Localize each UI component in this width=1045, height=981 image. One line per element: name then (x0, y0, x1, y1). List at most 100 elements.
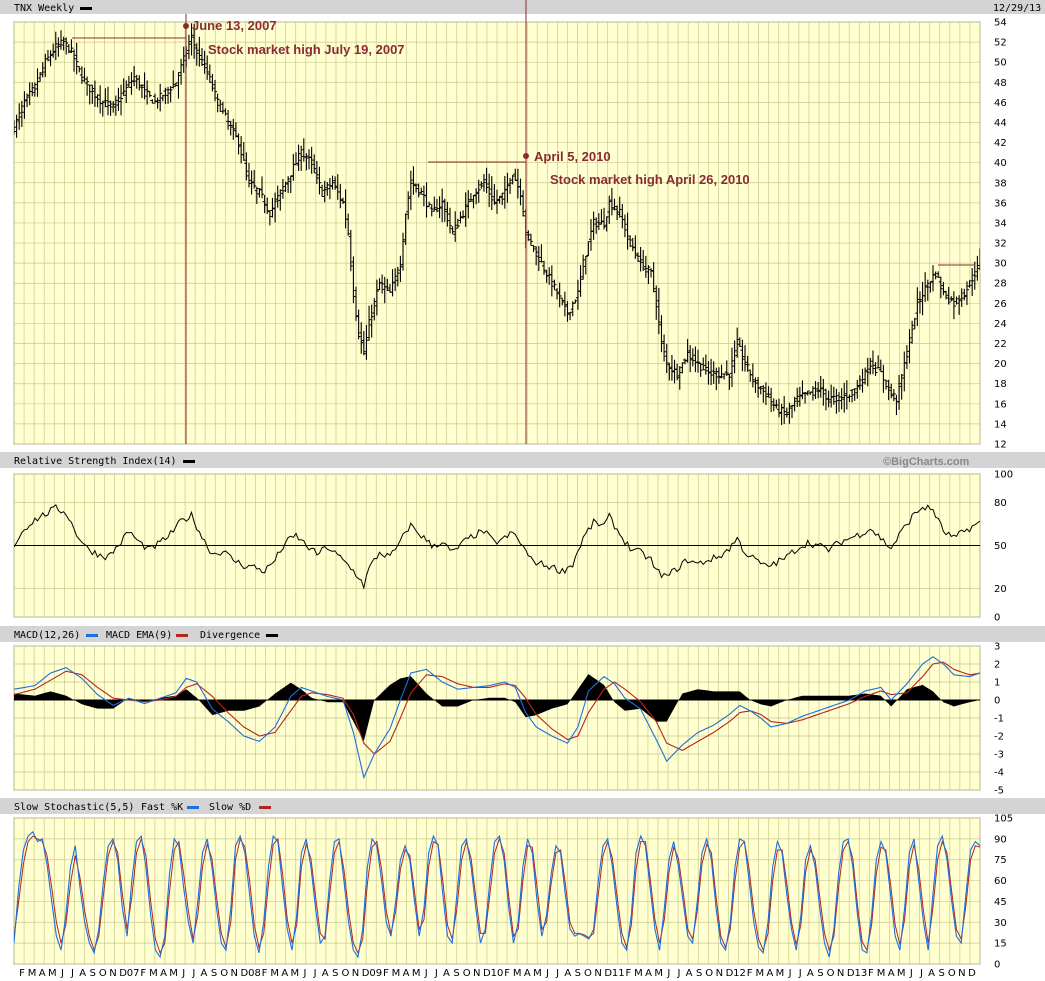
price-bar (312, 154, 317, 174)
price-bar (416, 183, 421, 198)
price-bar (701, 357, 706, 371)
price-bar (630, 237, 635, 252)
x-tick-label: A (160, 968, 167, 979)
price-bar (915, 287, 920, 327)
y-tick-label: 44 (994, 118, 1007, 129)
price-bar (562, 291, 567, 317)
price-bar (236, 133, 241, 155)
price-bar (829, 384, 834, 408)
price-bar (14, 120, 16, 135)
price-bar (489, 176, 494, 210)
price-bar (126, 75, 131, 88)
y-tick-label: 90 (994, 834, 1007, 845)
price-bar (857, 375, 862, 390)
price-bar (139, 84, 144, 99)
price-bar (367, 305, 372, 341)
april-2010-label: April 5, 2010 (534, 149, 611, 164)
price-bar (293, 152, 298, 165)
y-tick-label: 12 (994, 440, 1007, 451)
price-bar (249, 170, 254, 195)
x-tick-label: F (262, 968, 268, 979)
price-bar (173, 82, 178, 87)
price-bar (510, 174, 515, 185)
x-axis-labels: F M A M J J A S O N D 07 F M A M J J A S O N D 08 F M A M J J A S O N D 09 F… (19, 968, 976, 979)
x-tick-label: M (513, 968, 522, 979)
price-bar (421, 185, 426, 207)
y-tick-label: 45 (994, 897, 1007, 908)
x-tick-label: D (604, 968, 612, 979)
price-bar (359, 322, 364, 354)
y-tick-label: 16 (994, 399, 1007, 410)
price-bar (615, 205, 620, 221)
x-tick-label: D (362, 968, 370, 979)
y-tick-label: -2 (994, 732, 1004, 743)
y-tick-label: 80 (994, 498, 1007, 509)
plot-area (14, 504, 980, 590)
bigcharts-credit: ©BigCharts.com (883, 456, 970, 468)
price-bar (972, 261, 977, 290)
rsi-panel: 0 20 50 80 100 (13, 470, 1013, 624)
x-tick-label: M (533, 968, 542, 979)
price-bar (884, 379, 889, 390)
price-bar (186, 34, 191, 60)
price-bar (401, 232, 406, 271)
price-bar (732, 340, 737, 374)
x-tick-label: J (909, 968, 913, 979)
x-tick-label: 13 (854, 968, 867, 979)
x-tick-label: S (453, 968, 459, 979)
price-bar (213, 79, 218, 102)
price-bar (797, 386, 802, 407)
price-bar (638, 247, 643, 272)
price-bar (541, 260, 546, 275)
price-bar (40, 62, 45, 78)
price-bar (860, 368, 865, 393)
price-bar (716, 367, 721, 384)
price-bar (941, 281, 946, 296)
y-tick-label: 42 (994, 138, 1007, 149)
price-bar (440, 188, 445, 223)
x-tick-label: N (473, 968, 480, 979)
price-bar (113, 95, 118, 116)
price-bar (168, 86, 173, 103)
x-tick-label: F (626, 968, 632, 979)
y-tick-label: -5 (994, 786, 1004, 797)
price-bar (552, 279, 557, 291)
price-bar (406, 191, 411, 220)
x-tick-label: D (240, 968, 248, 979)
price-bar (868, 357, 873, 375)
price-bar (361, 330, 366, 356)
x-tick-label: A (928, 968, 935, 979)
x-tick-label: S (696, 968, 702, 979)
price-bar (776, 398, 781, 418)
price-bar (257, 188, 262, 198)
divergence-legend-swatch (266, 634, 278, 637)
price-bar (602, 207, 607, 230)
price-bar (578, 265, 583, 297)
y-tick-label: 30 (994, 259, 1007, 270)
price-bar (458, 211, 463, 224)
price-bar (476, 179, 481, 203)
price-bar (771, 398, 776, 412)
rsi-legend-swatch (183, 460, 195, 463)
y-tick-label: 0 (994, 613, 1000, 624)
x-tick-label: D (847, 968, 855, 979)
price-panel-title: TNX Weekly (14, 3, 74, 14)
rsi-line (14, 504, 980, 590)
price-bar (583, 255, 588, 275)
price-bar (155, 97, 160, 109)
price-bar (304, 153, 309, 171)
y-tick-label: 24 (994, 319, 1007, 330)
price-bar (792, 396, 797, 412)
price-bar (85, 76, 90, 96)
price-bar (865, 357, 870, 387)
price-bar (813, 381, 818, 399)
price-bar (69, 39, 74, 54)
price-bar (970, 268, 975, 296)
x-tick-label: M (634, 968, 643, 979)
x-tick-label: O (341, 968, 349, 979)
x-tick-label: N (352, 968, 359, 979)
y-tick-label: 26 (994, 299, 1007, 310)
price-bar (500, 192, 505, 206)
rsi-header-bar (0, 452, 1045, 468)
price-bar (64, 37, 69, 55)
